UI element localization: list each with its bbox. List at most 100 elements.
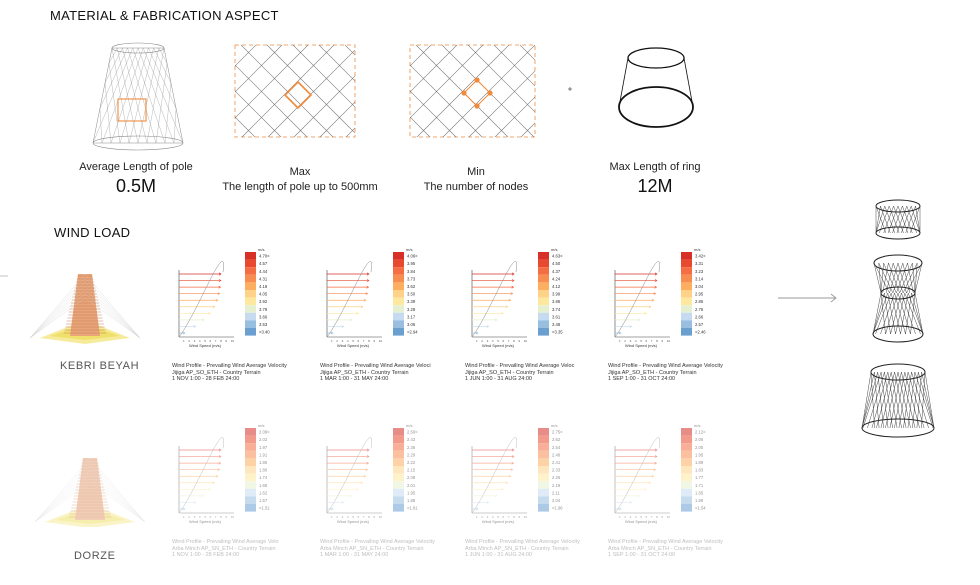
legend-unit: m/s <box>258 247 264 252</box>
chart-caption: Wind Profile - Prevailing Wind Average V… <box>608 539 748 559</box>
x-tick: 5 <box>204 515 206 519</box>
pole-avg-value: 0.5M <box>115 176 157 196</box>
legend-swatch <box>245 282 256 290</box>
legend-unit: m/s <box>406 423 412 428</box>
legend-tick: 3.14 <box>695 276 704 281</box>
legend-swatch <box>393 328 404 336</box>
legend-swatch <box>681 252 692 260</box>
chart-caption-line: 1 NOV 1:00 - 28 FEB 24:00 <box>172 376 240 382</box>
x-tick: 1 <box>183 515 185 519</box>
legend-swatch <box>538 481 549 489</box>
legend-tick: 3.39 <box>407 299 416 304</box>
legend-tick: 2.41 <box>552 460 561 465</box>
x-axis-label: Wind Speed (m/s) <box>189 519 222 524</box>
legend-tick: 3.61 <box>552 314 561 319</box>
x-tick: 7 <box>508 515 510 519</box>
x-tick: 5 <box>352 515 354 519</box>
x-tick: 6 <box>358 515 360 519</box>
x-tick: 1 <box>476 339 478 343</box>
legend-tick: 1.62 <box>259 490 268 495</box>
legend-swatch <box>681 481 692 489</box>
x-tick: 10 <box>231 339 235 343</box>
legend-tick: 2.57 <box>695 322 704 327</box>
x-tick: 2 <box>336 339 338 343</box>
legend-tick: 1.71 <box>695 483 704 488</box>
legend-unit: m/s <box>551 423 557 428</box>
legend-unit: m/s <box>694 247 700 252</box>
x-tick: 9 <box>373 339 375 343</box>
legend-swatch <box>681 328 692 336</box>
legend-tick: <1.54 <box>695 506 706 511</box>
legend-swatch <box>393 450 404 459</box>
legend-tick: 4.44 <box>259 269 268 274</box>
legend-tick: 4.05 <box>259 292 268 297</box>
legend-tick: 3.95 <box>407 261 416 266</box>
legend-tick: 4.70< <box>259 254 270 259</box>
legend-tick: 1.95 <box>407 490 416 495</box>
legend-tick: 2.01 <box>407 483 416 488</box>
x-tick: 5 <box>204 339 206 343</box>
wind-profile-plot: m/s 2.08< 2.02 1.97 1.91 1.85 1.80 1.74 1.68 1.62… <box>178 423 270 524</box>
x-axis-label: Wind Speed (m/s) <box>625 343 658 348</box>
x-tick: 10 <box>667 339 671 343</box>
legend-tick: 2.54 <box>552 445 561 450</box>
chart-caption-line: Arba Minch AP_SN_ETH - Country Terrain <box>320 545 424 552</box>
chart-caption-line: Jijiga AP_SO_ETH - Country Terrain <box>465 369 554 376</box>
wind-profile-plot: m/s 3.42< 3.31 3.23 3.14 3.04 2.95 2.85 2.76 2.66… <box>614 247 706 348</box>
legend-swatch <box>681 259 692 268</box>
legend-tick: 3.53 <box>259 322 268 327</box>
legend-tick: <1.51 <box>259 506 270 511</box>
ring-length-value: 12M <box>637 176 673 196</box>
wind-profile-plot: m/s 4.63< 4.50 4.37 4.24 4.12 3.99 3.86 3.74 3.61… <box>471 247 563 348</box>
legend-tick: <2.46 <box>695 330 706 335</box>
wind-profile-chart: m/s 2.75< 2.62 2.54 2.48 2.41 2.33 2.26 2.19 2.11… <box>455 418 605 559</box>
x-tick: 4 <box>492 515 494 519</box>
legend-tick: 3.84 <box>407 269 416 274</box>
legend-tick: 3.06 <box>407 322 416 327</box>
legend-tick: 1.91 <box>259 452 268 457</box>
legend-tick: 4.63< <box>552 254 563 259</box>
legend-tick: 2.11 <box>552 490 561 495</box>
legend-tick: 2.95 <box>695 292 704 297</box>
x-axis-label: Wind Speed (m/s) <box>482 343 515 348</box>
legend-tick: <1.96 <box>552 506 563 511</box>
legend-tick: 2.75< <box>552 430 563 435</box>
x-tick: 6 <box>358 339 360 343</box>
x-axis-label: Wind Speed (m/s) <box>189 343 222 348</box>
x-tick: 9 <box>225 339 227 343</box>
ring-length-label: Max Length of ring <box>609 161 701 173</box>
legend-swatch <box>393 320 404 328</box>
x-tick: 4 <box>347 339 349 343</box>
legend-swatch <box>538 435 549 444</box>
x-tick: 10 <box>231 515 235 519</box>
legend-unit: m/s <box>258 423 264 428</box>
x-tick: 1 <box>331 339 333 343</box>
legend-swatch <box>245 504 256 512</box>
legend-tick: 1.88 <box>407 498 416 503</box>
legend-tick: 2.85 <box>695 299 704 304</box>
legend-swatch <box>538 282 549 290</box>
legend-tick: <1.81 <box>407 506 418 511</box>
legend-swatch <box>393 466 404 474</box>
legend-tick: 1.74 <box>259 475 268 480</box>
x-tick: 1 <box>619 515 621 519</box>
chart-caption-line: Wind Profile - Prevailing Wind Average V… <box>608 363 723 369</box>
legend-swatch <box>245 290 256 298</box>
x-tick: 4 <box>199 339 201 343</box>
wind-profile-plot: m/s 2.75< 2.62 2.54 2.48 2.41 2.33 2.26 2.19 2.11… <box>471 423 563 524</box>
chart-caption-line: Jijiga AP_SO_ETH - Country Terrain <box>320 369 409 376</box>
chart-caption-line: Arba Minch AP_SN_ETH - Country Terrain <box>465 545 569 552</box>
x-tick: 8 <box>220 515 222 519</box>
wind-profile-chart: m/s 4.06< 3.95 3.84 3.73 3.62 3.50 3.39 3.28 3.17… <box>310 242 460 383</box>
legend-swatch <box>245 252 256 260</box>
legend-swatch <box>681 504 692 512</box>
legend-swatch <box>245 312 256 321</box>
x-tick: 4 <box>635 515 637 519</box>
legend-tick: 3.74 <box>552 307 561 312</box>
chart-caption: Wind Profile - Prevailing Wind Average V… <box>172 539 312 559</box>
legend-tick: 2.04 <box>552 498 561 503</box>
tower-wind-section-dorze <box>35 457 145 527</box>
x-tick: 4 <box>199 515 201 519</box>
legend-tick: 1.95 <box>695 452 704 457</box>
